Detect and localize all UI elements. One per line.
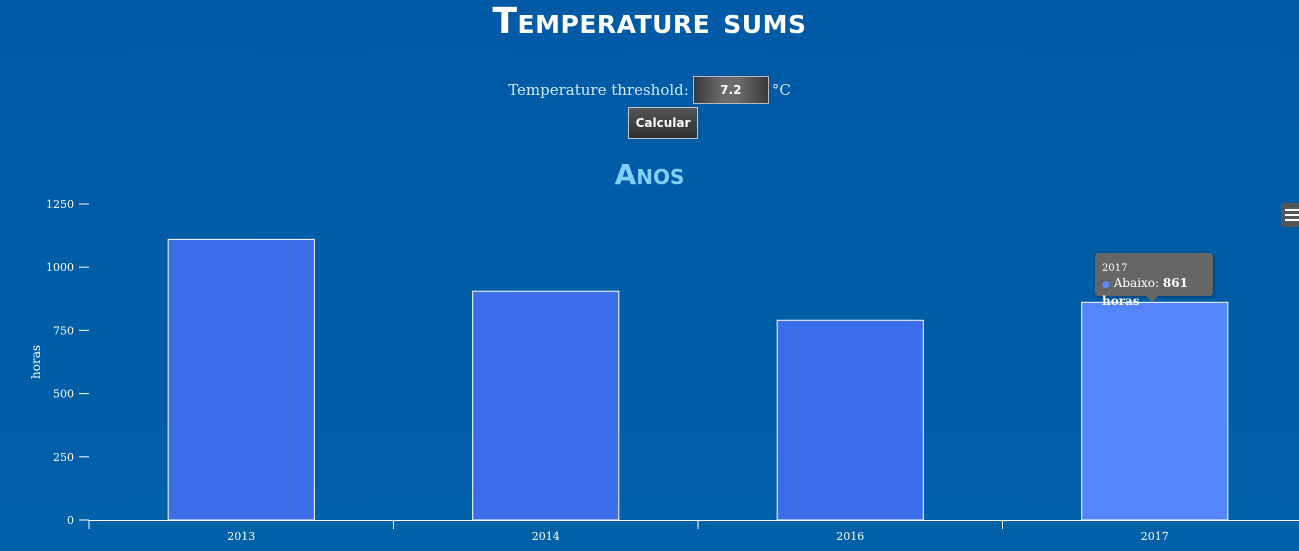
x-tick-label: 2014 — [532, 530, 560, 543]
menu-line-icon — [1285, 214, 1299, 216]
bar-2017[interactable] — [1081, 301, 1229, 521]
y-tick-label: 250 — [53, 451, 74, 464]
page-title: Temperature sums — [492, 1, 807, 42]
y-tick-label: 750 — [53, 324, 74, 337]
chart-menu-button[interactable] — [1281, 203, 1299, 227]
chart-title: Anos — [614, 158, 685, 191]
chart-tooltip: 2017 ● Abaixo: 861 horas — [1095, 253, 1213, 308]
bar-2014[interactable] — [472, 290, 620, 521]
y-tick-label: 500 — [53, 388, 74, 401]
threshold-label: Temperature threshold: — [508, 81, 689, 99]
menu-line-icon — [1285, 209, 1299, 211]
bar-2016[interactable] — [776, 319, 924, 521]
series-dot-icon: ● — [1102, 280, 1110, 290]
bar-2013[interactable] — [167, 238, 315, 521]
unit-label: °C — [771, 81, 791, 99]
threshold-input[interactable] — [692, 76, 769, 104]
y-axis-label: horas — [29, 345, 43, 379]
tooltip-value: 861 horas — [1102, 276, 1188, 308]
y-tick-label: 1250 — [46, 198, 74, 211]
threshold-form: Temperature threshold: °C — [0, 74, 1299, 106]
tooltip-series: Abaixo: — [1113, 276, 1160, 290]
x-tick-label: 2017 — [1141, 530, 1169, 543]
calculate-button[interactable]: Calcular — [628, 107, 698, 139]
x-tick-label: 2016 — [836, 530, 864, 543]
chart-bars — [167, 238, 1229, 521]
y-tick-label: 0 — [67, 514, 74, 527]
tooltip-year: 2017 — [1102, 263, 1128, 274]
x-tick-label: 2013 — [227, 530, 255, 543]
menu-line-icon — [1285, 219, 1299, 221]
y-tick-label: 1000 — [46, 261, 74, 274]
